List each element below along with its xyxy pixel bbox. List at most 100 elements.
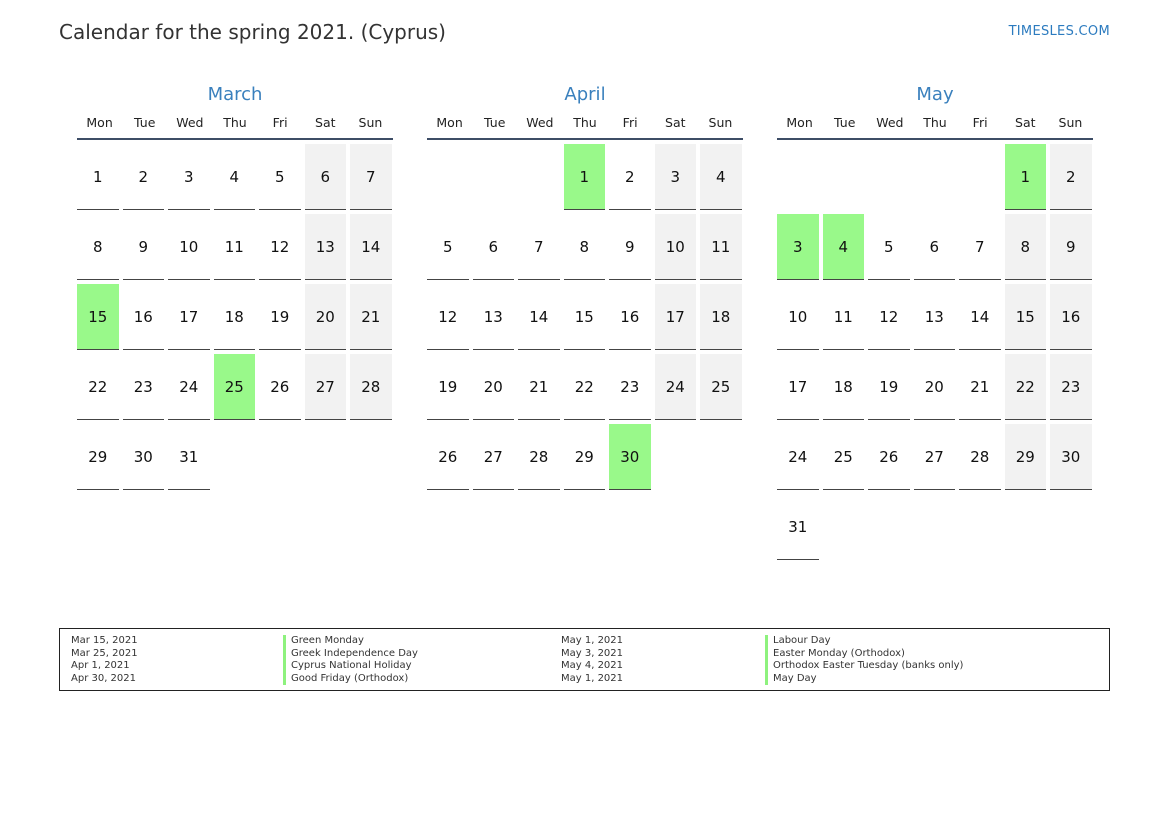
day-cell[interactable]: 29 <box>563 424 605 490</box>
day-cell[interactable]: 24 <box>777 424 819 490</box>
day-cell[interactable]: 10 <box>654 214 696 280</box>
day-cell[interactable]: 27 <box>472 424 514 490</box>
day-cell[interactable]: 15 <box>563 284 605 350</box>
day-cell[interactable]: 30 <box>122 424 164 490</box>
day-cell[interactable]: 7 <box>518 214 560 280</box>
empty-cell <box>427 144 469 210</box>
day-cell[interactable]: 16 <box>609 284 651 350</box>
holiday-day-cell[interactable]: 30 <box>609 424 651 490</box>
day-cell[interactable]: 13 <box>472 284 514 350</box>
day-cell[interactable]: 12 <box>868 284 910 350</box>
day-cell[interactable]: 5 <box>427 214 469 280</box>
day-cell[interactable]: 18 <box>213 284 255 350</box>
day-cell[interactable]: 21 <box>959 354 1001 420</box>
day-cell[interactable]: 10 <box>168 214 210 280</box>
day-cell[interactable]: 28 <box>518 424 560 490</box>
day-cell[interactable]: 18 <box>822 354 864 420</box>
day-cell[interactable]: 23 <box>1050 354 1092 420</box>
weekday-label: Sat <box>665 115 686 130</box>
weekday-label: Mon <box>786 115 813 130</box>
month-title: March <box>207 84 263 105</box>
day-cell[interactable]: 27 <box>913 424 955 490</box>
day-cell[interactable]: 23 <box>122 354 164 420</box>
day-cell[interactable]: 24 <box>654 354 696 420</box>
day-cell[interactable]: 3 <box>654 144 696 210</box>
day-cell[interactable]: 2 <box>1050 144 1092 210</box>
day-cell[interactable]: 8 <box>1004 214 1046 280</box>
day-cell[interactable]: 22 <box>563 354 605 420</box>
day-cell[interactable]: 16 <box>1050 284 1092 350</box>
day-cell[interactable]: 15 <box>1004 284 1046 350</box>
day-cell[interactable]: 13 <box>913 284 955 350</box>
day-cell[interactable]: 9 <box>1050 214 1092 280</box>
day-cell[interactable]: 18 <box>700 284 742 350</box>
day-cell[interactable]: 6 <box>913 214 955 280</box>
day-cell[interactable]: 14 <box>350 214 392 280</box>
day-cell[interactable]: 7 <box>350 144 392 210</box>
day-cell[interactable]: 6 <box>472 214 514 280</box>
holiday-day-cell[interactable]: 1 <box>1004 144 1046 210</box>
day-cell[interactable]: 4 <box>213 144 255 210</box>
day-cell[interactable]: 22 <box>77 354 119 420</box>
day-cell[interactable]: 31 <box>777 494 819 560</box>
day-cell[interactable]: 17 <box>777 354 819 420</box>
day-cell[interactable]: 14 <box>959 284 1001 350</box>
site-link[interactable]: TIMESLES.COM <box>1008 24 1110 39</box>
day-cell[interactable]: 12 <box>427 284 469 350</box>
day-cell[interactable]: 21 <box>518 354 560 420</box>
day-cell[interactable]: 7 <box>959 214 1001 280</box>
day-cell[interactable]: 31 <box>168 424 210 490</box>
day-cell[interactable]: 25 <box>700 354 742 420</box>
day-cell[interactable]: 20 <box>472 354 514 420</box>
day-cell[interactable]: 4 <box>700 144 742 210</box>
legend-holiday-name: Orthodox Easter Tuesday (banks only) <box>765 660 963 673</box>
day-cell[interactable]: 8 <box>77 214 119 280</box>
legend-holiday-name: Green Monday <box>283 635 418 648</box>
day-cell[interactable]: 9 <box>609 214 651 280</box>
day-cell[interactable]: 30 <box>1050 424 1092 490</box>
day-cell[interactable]: 17 <box>654 284 696 350</box>
day-cell[interactable]: 5 <box>259 144 301 210</box>
day-cell[interactable]: 2 <box>122 144 164 210</box>
day-cell[interactable]: 11 <box>822 284 864 350</box>
day-cell[interactable]: 23 <box>609 354 651 420</box>
day-cell[interactable]: 5 <box>868 214 910 280</box>
day-cell[interactable]: 24 <box>168 354 210 420</box>
holiday-day-cell[interactable]: 15 <box>77 284 119 350</box>
day-cell[interactable]: 28 <box>959 424 1001 490</box>
day-cell[interactable]: 19 <box>427 354 469 420</box>
day-cell[interactable]: 25 <box>822 424 864 490</box>
day-cell[interactable]: 12 <box>259 214 301 280</box>
day-cell[interactable]: 26 <box>427 424 469 490</box>
holiday-day-cell[interactable]: 25 <box>213 354 255 420</box>
day-cell[interactable]: 28 <box>350 354 392 420</box>
day-cell[interactable]: 8 <box>563 214 605 280</box>
day-cell[interactable]: 13 <box>304 214 346 280</box>
day-cell[interactable]: 29 <box>1004 424 1046 490</box>
day-cell[interactable]: 2 <box>609 144 651 210</box>
holiday-day-cell[interactable]: 1 <box>563 144 605 210</box>
day-cell[interactable]: 17 <box>168 284 210 350</box>
day-cell[interactable]: 21 <box>350 284 392 350</box>
day-cell[interactable]: 20 <box>913 354 955 420</box>
day-cell[interactable]: 11 <box>700 214 742 280</box>
day-cell[interactable]: 26 <box>259 354 301 420</box>
month-may: May Mon Tue Wed Thu Fri Sat Sun 1 2 3 4 5 6 7 8 9 10 11 1… <box>777 82 1093 560</box>
day-cell[interactable]: 1 <box>77 144 119 210</box>
day-cell[interactable]: 29 <box>77 424 119 490</box>
day-cell[interactable]: 19 <box>868 354 910 420</box>
day-cell[interactable]: 11 <box>213 214 255 280</box>
day-cell[interactable]: 20 <box>304 284 346 350</box>
day-cell[interactable]: 22 <box>1004 354 1046 420</box>
holiday-day-cell[interactable]: 3 <box>777 214 819 280</box>
day-cell[interactable]: 6 <box>304 144 346 210</box>
day-cell[interactable]: 14 <box>518 284 560 350</box>
day-cell[interactable]: 26 <box>868 424 910 490</box>
holiday-day-cell[interactable]: 4 <box>822 214 864 280</box>
day-cell[interactable]: 9 <box>122 214 164 280</box>
day-cell[interactable]: 10 <box>777 284 819 350</box>
day-cell[interactable]: 16 <box>122 284 164 350</box>
day-cell[interactable]: 27 <box>304 354 346 420</box>
day-cell[interactable]: 3 <box>168 144 210 210</box>
day-cell[interactable]: 19 <box>259 284 301 350</box>
